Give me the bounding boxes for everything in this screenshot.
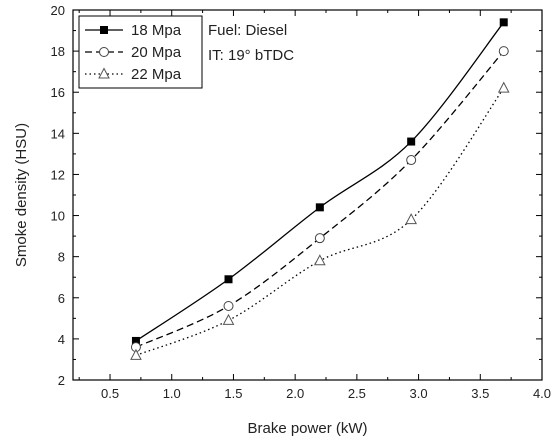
x-tick-label: 3.5 bbox=[471, 386, 489, 401]
x-tick-label: 2.5 bbox=[348, 386, 366, 401]
data-point-series-2 bbox=[498, 46, 509, 57]
x-tick-label: 4.0 bbox=[533, 386, 551, 401]
y-tick-label: 2 bbox=[58, 373, 65, 388]
data-point-series-3 bbox=[405, 213, 418, 225]
series-line-3 bbox=[135, 87, 505, 356]
y-tick-label: 14 bbox=[51, 126, 65, 141]
annotation-fuel: Fuel: Diesel bbox=[208, 22, 287, 39]
legend-marker-2 bbox=[99, 47, 109, 57]
x-tick-label: 0.5 bbox=[101, 386, 119, 401]
legend: 18 Mpa 20 Mpa 22 Mpa bbox=[78, 15, 203, 89]
annotation-injection-timing: IT: 19° bTDC bbox=[208, 47, 294, 64]
x-tick-label: 1.0 bbox=[163, 386, 181, 401]
x-tick-label: 2.0 bbox=[286, 386, 304, 401]
legend-marker-3 bbox=[98, 67, 110, 79]
data-point-series-1 bbox=[131, 336, 140, 345]
y-axis-title: Smoke density (HSU) bbox=[13, 123, 30, 267]
series-markers bbox=[130, 18, 510, 360]
legend-marker-1 bbox=[100, 26, 108, 34]
y-tick-label: 8 bbox=[58, 250, 65, 265]
data-point-series-3 bbox=[130, 348, 142, 360]
data-point-series-2 bbox=[223, 301, 234, 311]
y-tick-label: 10 bbox=[51, 209, 65, 224]
y-tick-label: 12 bbox=[51, 167, 65, 182]
data-point-series-1 bbox=[499, 18, 508, 27]
x-axis-title: Brake power (kW) bbox=[247, 420, 367, 437]
legend-label-3: 22 Mpa bbox=[131, 66, 182, 83]
x-tick-label: 3.0 bbox=[410, 386, 428, 401]
data-point-series-2 bbox=[314, 233, 325, 244]
y-axis-ticks: 2 4 6 8 10 12 14 16 18 20 bbox=[51, 3, 542, 388]
data-point-series-3 bbox=[497, 81, 510, 93]
y-tick-label: 6 bbox=[58, 291, 65, 306]
data-point-series-1 bbox=[224, 275, 233, 284]
data-point-series-1 bbox=[315, 203, 324, 212]
x-tick-label: 1.5 bbox=[224, 386, 242, 401]
y-tick-label: 16 bbox=[51, 85, 65, 100]
data-point-series-2 bbox=[406, 155, 417, 166]
y-tick-label: 20 bbox=[51, 3, 65, 18]
data-point-series-3 bbox=[314, 254, 326, 266]
y-tick-label: 18 bbox=[51, 44, 65, 59]
data-point-series-3 bbox=[222, 313, 235, 325]
data-point-series-1 bbox=[407, 137, 416, 146]
series-line-2 bbox=[135, 50, 505, 348]
legend-label-2: 20 Mpa bbox=[131, 44, 182, 61]
legend-label-1: 18 Mpa bbox=[131, 22, 182, 39]
x-axis-ticks: 0.5 1.0 1.5 2.0 2.5 3.0 3.5 4.0 bbox=[78, 10, 551, 401]
y-tick-label: 4 bbox=[58, 332, 65, 347]
